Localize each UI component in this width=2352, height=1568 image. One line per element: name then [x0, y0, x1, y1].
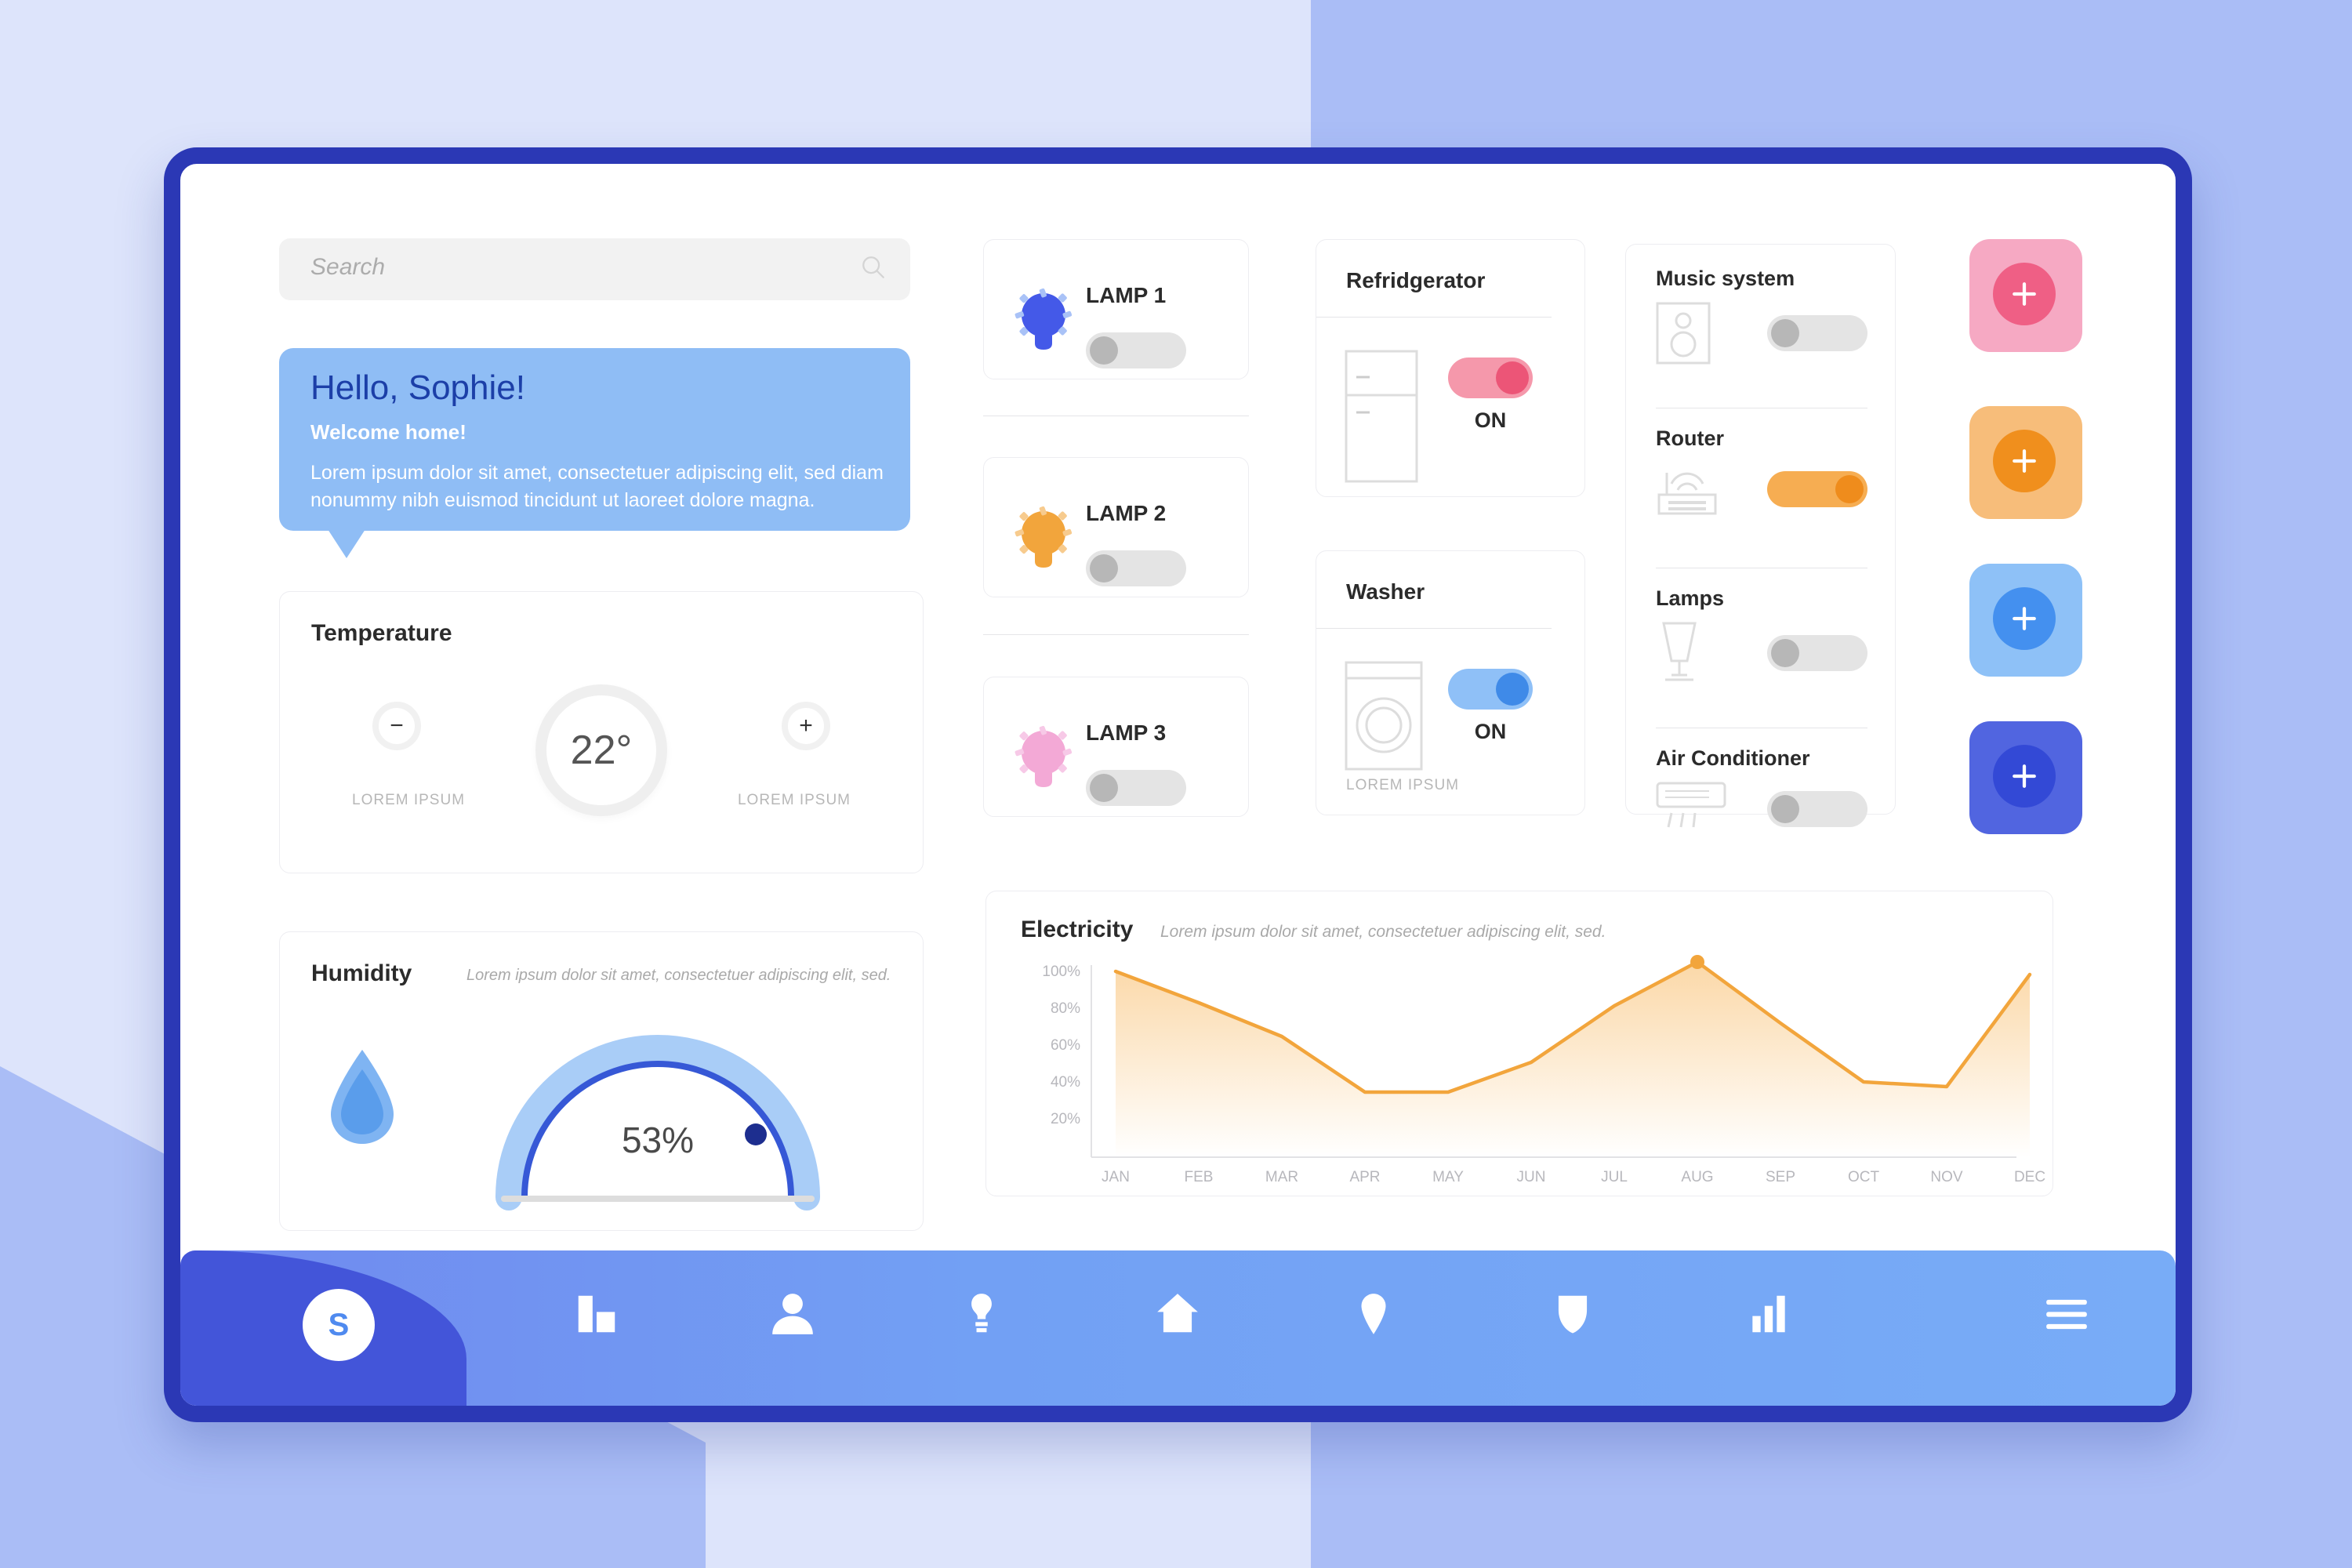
svg-text:20%: 20% — [1051, 1111, 1080, 1127]
svg-text:MAR: MAR — [1265, 1169, 1298, 1185]
svg-text:APR: APR — [1349, 1169, 1380, 1185]
svg-text:MAY: MAY — [1432, 1169, 1464, 1185]
svg-text:DEC: DEC — [2014, 1169, 2045, 1185]
svg-text:100%: 100% — [1042, 964, 1080, 980]
svg-text:FEB: FEB — [1185, 1169, 1214, 1185]
svg-text:NOV: NOV — [1930, 1169, 1963, 1185]
svg-text:OCT: OCT — [1848, 1169, 1880, 1185]
svg-text:JAN: JAN — [1102, 1169, 1130, 1185]
svg-text:80%: 80% — [1051, 1000, 1080, 1017]
svg-text:60%: 60% — [1051, 1037, 1080, 1054]
svg-text:JUN: JUN — [1517, 1169, 1546, 1185]
svg-text:JUL: JUL — [1601, 1169, 1628, 1185]
svg-text:AUG: AUG — [1681, 1169, 1713, 1185]
svg-text:SEP: SEP — [1766, 1169, 1795, 1185]
svg-text:40%: 40% — [1051, 1074, 1080, 1091]
